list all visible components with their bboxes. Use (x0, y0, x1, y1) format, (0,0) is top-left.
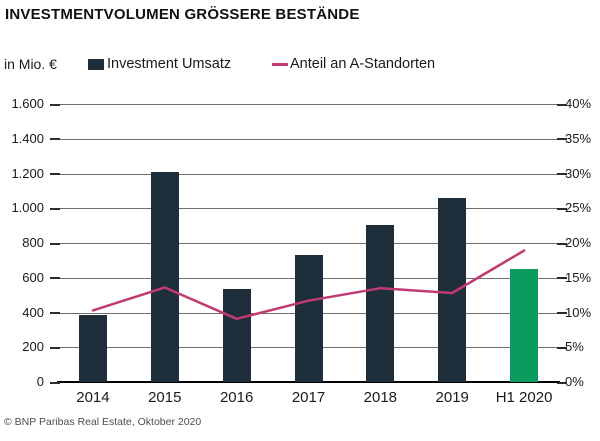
bar-2014 (78, 315, 107, 382)
y-axis-right: 40% 35% 30% 25% 20% 15% 10% 5% 0% (565, 97, 600, 389)
y-axis-label-left: 600 (22, 269, 44, 285)
x-axis-label-h1-2020: H1 2020 (495, 389, 553, 406)
y-axis-label-left: 1.200 (11, 165, 44, 181)
y-axis-label-right: 40% (565, 96, 592, 111)
line-series-swatch (272, 62, 288, 66)
gridline (57, 104, 560, 105)
bar-2018 (366, 224, 395, 382)
bar-2017 (294, 255, 323, 382)
axis-tick (557, 138, 567, 141)
y-axis-label-left: 400 (22, 304, 44, 320)
legend-item-anteil-a-standorten: Anteil an A-Standorten (272, 53, 435, 75)
axis-tick (557, 312, 567, 314)
y-axis-label-left: 200 (22, 339, 44, 355)
axis-tick (50, 138, 60, 141)
y-axis-unit-label: in Mio. € (4, 56, 57, 72)
bar-h1-2020 (510, 269, 539, 382)
axis-tick (50, 346, 60, 349)
axis-tick (557, 173, 567, 175)
y-axis-label-left: 0 (36, 374, 44, 389)
anteil-line (91, 249, 526, 321)
x-axis-label-2018: 2018 (363, 389, 398, 406)
x-axis-label-2019: 2019 (435, 389, 469, 406)
y-axis-label-right: 5% (565, 339, 584, 355)
axis-tick (557, 242, 567, 245)
y-axis-label-right: 15% (565, 269, 592, 285)
y-axis-label-left: 800 (22, 235, 44, 250)
legend-line-label: Anteil an A-Standorten (290, 56, 436, 72)
legend: in Mio. € Investment Umsatz Anteil an A-… (0, 53, 600, 75)
source-credit: © BNP Paribas Real Estate, Oktober 2020 (4, 416, 202, 428)
axis-tick (50, 103, 60, 106)
x-axis-label-2017: 2017 (291, 389, 326, 406)
axis-tick (50, 207, 60, 210)
axis-tick (50, 242, 60, 245)
gridline (57, 173, 560, 175)
bar-series-swatch (88, 58, 104, 70)
y-axis-label-right: 35% (565, 130, 592, 146)
x-axis-label-2016: 2016 (219, 389, 254, 406)
y-axis-label-left: 1.600 (11, 96, 44, 111)
bar-2016 (222, 289, 251, 382)
legend-item-investment-umsatz: Investment Umsatz (88, 53, 231, 75)
y-axis-label-right: 10% (565, 304, 592, 320)
bar-2015 (150, 171, 179, 382)
page-title: INVESTMENTVOLUMEN GRÖSSERE BESTÄNDE (5, 6, 360, 23)
legend-bar-label: Investment Umsatz (107, 56, 232, 72)
axis-tick (50, 381, 60, 384)
gridline (57, 208, 560, 210)
axis-tick (557, 346, 567, 349)
y-axis-label-right: 25% (565, 200, 592, 216)
x-axis-baseline (57, 381, 560, 383)
y-axis-label-right: 30% (565, 165, 592, 181)
y-axis-label-left: 1.000 (11, 200, 44, 216)
y-axis-label-right: 20% (565, 235, 592, 250)
y-axis-left: 1.600 1.400 1.200 1.000 800 600 400 200 0 (0, 97, 44, 389)
axis-tick (50, 173, 60, 175)
axis-tick (50, 277, 60, 280)
axis-tick (50, 312, 60, 314)
y-axis-label-right: 0% (565, 374, 584, 389)
x-axis-label-2015: 2015 (148, 389, 182, 406)
y-axis-label-left: 1.400 (11, 130, 44, 146)
x-axis-labels: 2014 2015 2016 2017 2018 2019 H1 2020 (57, 389, 560, 409)
axis-tick (557, 277, 567, 280)
plot-area (50, 103, 567, 384)
axis-tick (557, 207, 567, 210)
gridline (57, 138, 560, 140)
x-axis-label-2014: 2014 (76, 389, 110, 406)
axis-tick (557, 103, 567, 106)
gridline (57, 243, 560, 244)
bar-2019 (438, 197, 467, 382)
axis-tick (557, 381, 567, 384)
